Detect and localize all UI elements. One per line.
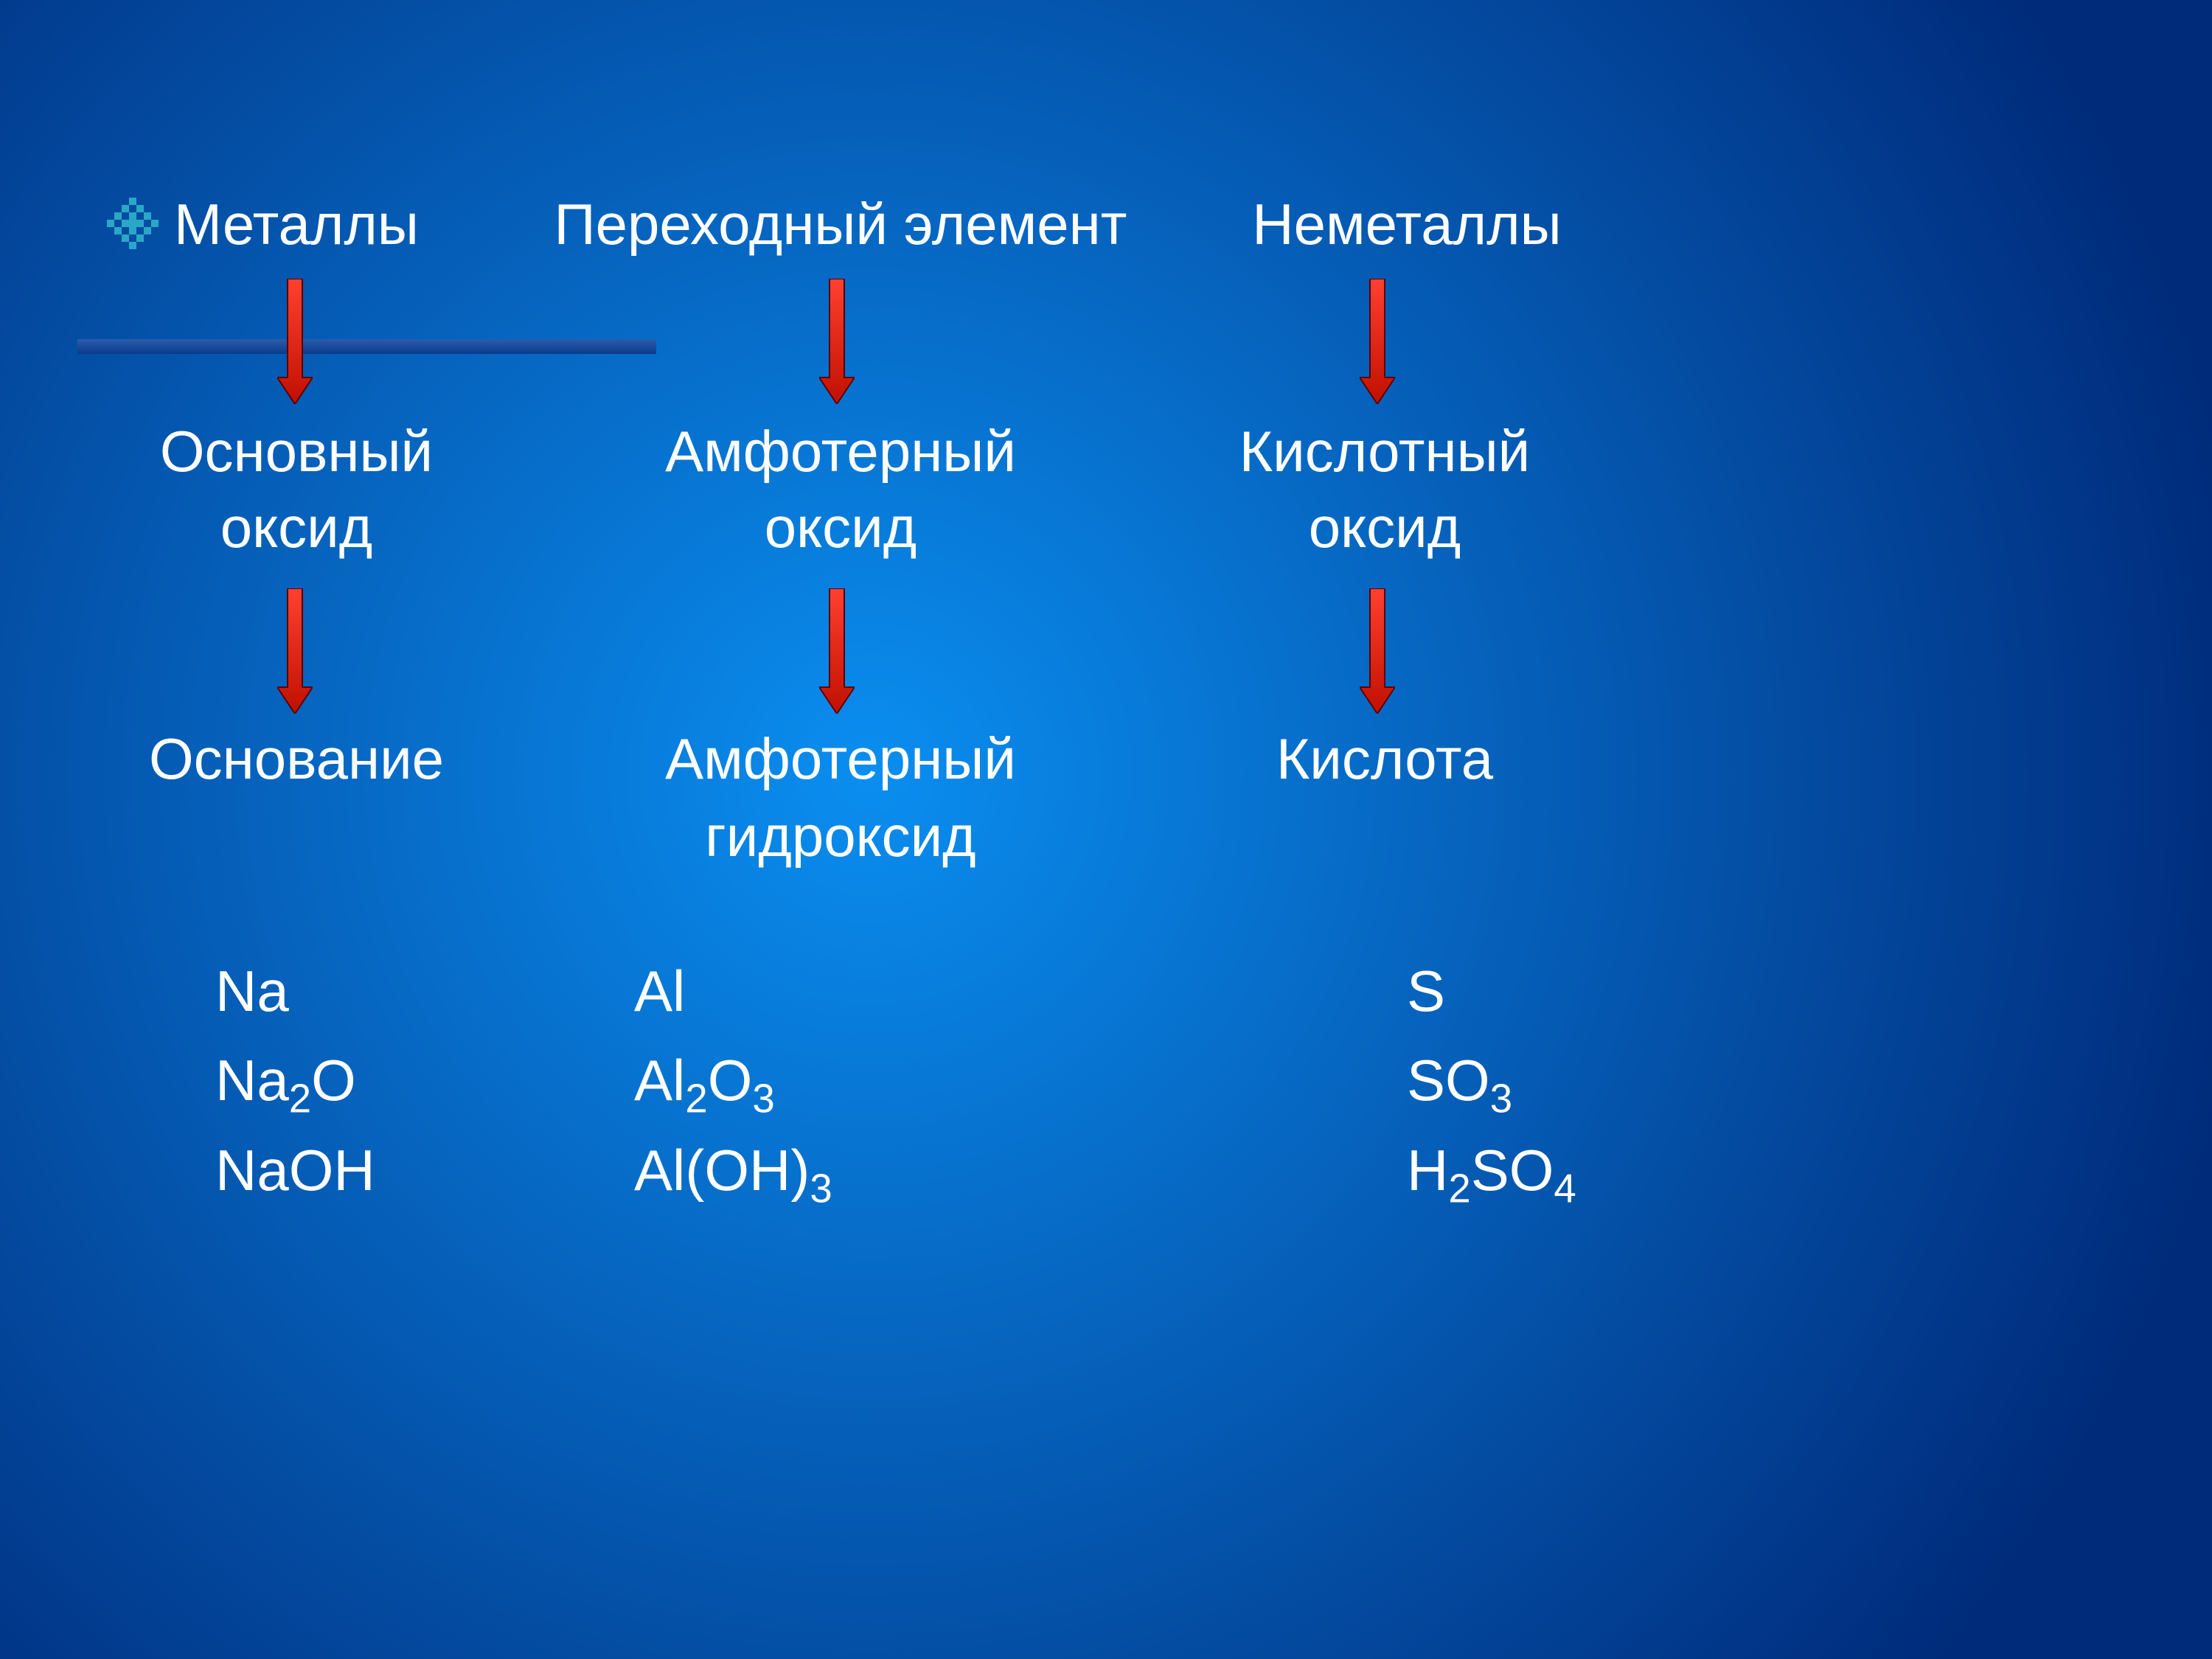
- formula-col3-oxide: SO3: [1407, 1049, 1512, 1113]
- formula-col1-element: Na: [215, 960, 289, 1023]
- hydroxide-amphoteric-l1: Амфотерный: [665, 728, 1016, 791]
- arrow-down-icon: [819, 588, 855, 714]
- formula-col2-oxide: Al2O3: [634, 1049, 775, 1113]
- oxide-amphoteric-l2: оксид: [765, 496, 917, 560]
- arrow-down-icon: [1360, 588, 1395, 714]
- formula-col1-hydroxide: NaOH: [215, 1139, 375, 1203]
- oxide-basic-l2: оксид: [220, 496, 372, 560]
- formula-col3-hydroxide: H2SO4: [1407, 1139, 1576, 1203]
- oxide-basic-l1: Основный: [160, 420, 433, 484]
- hydroxide-amphoteric-l2: гидроксид: [705, 805, 975, 869]
- oxide-amphoteric-l1: Амфотерный: [665, 420, 1016, 484]
- hydroxide-acid: Кислота: [1276, 728, 1493, 791]
- arrow-down-icon: [819, 279, 855, 404]
- oxide-acidic-l1: Кислотный: [1239, 420, 1531, 484]
- header-transition: Переходный элемент: [554, 193, 1127, 257]
- formula-col2-element: Al: [634, 960, 685, 1023]
- arrow-down-icon: [277, 279, 313, 404]
- header-metals: Металлы: [174, 193, 419, 257]
- formula-col3-element: S: [1407, 960, 1445, 1023]
- oxide-acidic-l2: оксид: [1309, 496, 1461, 560]
- divider-bar: [77, 339, 656, 354]
- slide-root: Металлы Переходный элемент Неметаллы Осн…: [0, 0, 2212, 1659]
- arrow-down-icon: [1360, 279, 1395, 404]
- formula-col2-hydroxide: Al(OH)3: [634, 1139, 832, 1203]
- hydroxide-base: Основание: [149, 728, 444, 791]
- formula-col1-oxide: Na2O: [215, 1049, 356, 1113]
- bullet-icon: [107, 198, 159, 249]
- header-nonmetals: Неметаллы: [1252, 193, 1561, 257]
- arrow-down-icon: [277, 588, 313, 714]
